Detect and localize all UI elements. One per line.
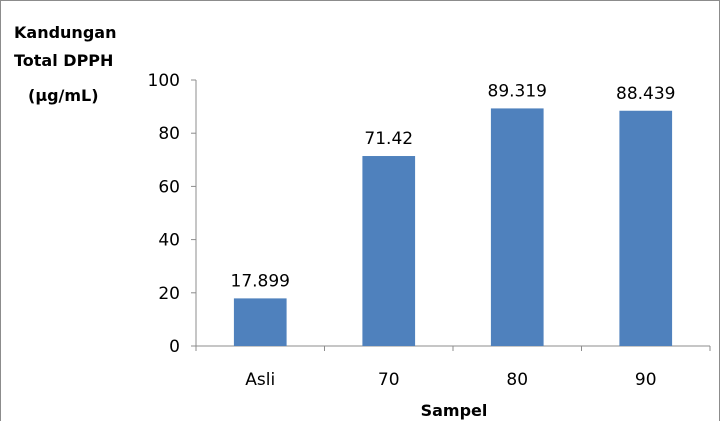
y-tick-label: 80 [158, 124, 180, 144]
x-axis-title: Sampel [421, 401, 488, 420]
y-axis-title-line-2: Total DPPH [14, 51, 113, 70]
bar-asli [233, 298, 287, 346]
y-axis-title-line-3: (µg/mL) [28, 86, 99, 105]
data-label: 17.899 [231, 271, 290, 291]
y-tick-label: 0 [169, 337, 180, 357]
y-tick-label: 20 [158, 284, 180, 304]
y-axis-title-line-1: Kandungan [14, 23, 116, 42]
bar-90 [619, 110, 673, 346]
y-tick-label: 40 [158, 231, 180, 251]
bar-70 [362, 156, 416, 346]
x-tick-label: 80 [506, 370, 528, 390]
x-tick-label: Asli [245, 370, 275, 390]
data-label: 88.439 [616, 84, 675, 104]
data-label: 71.42 [364, 129, 413, 149]
data-label: 89.319 [488, 81, 547, 101]
bar-80 [490, 108, 544, 346]
y-tick-label: 60 [158, 177, 180, 197]
x-tick-label: 70 [378, 370, 400, 390]
x-tick-label: 90 [635, 370, 657, 390]
y-axis-title: Kandungan Total DPPH (µg/mL) [14, 23, 116, 105]
y-tick-label: 100 [148, 71, 180, 91]
